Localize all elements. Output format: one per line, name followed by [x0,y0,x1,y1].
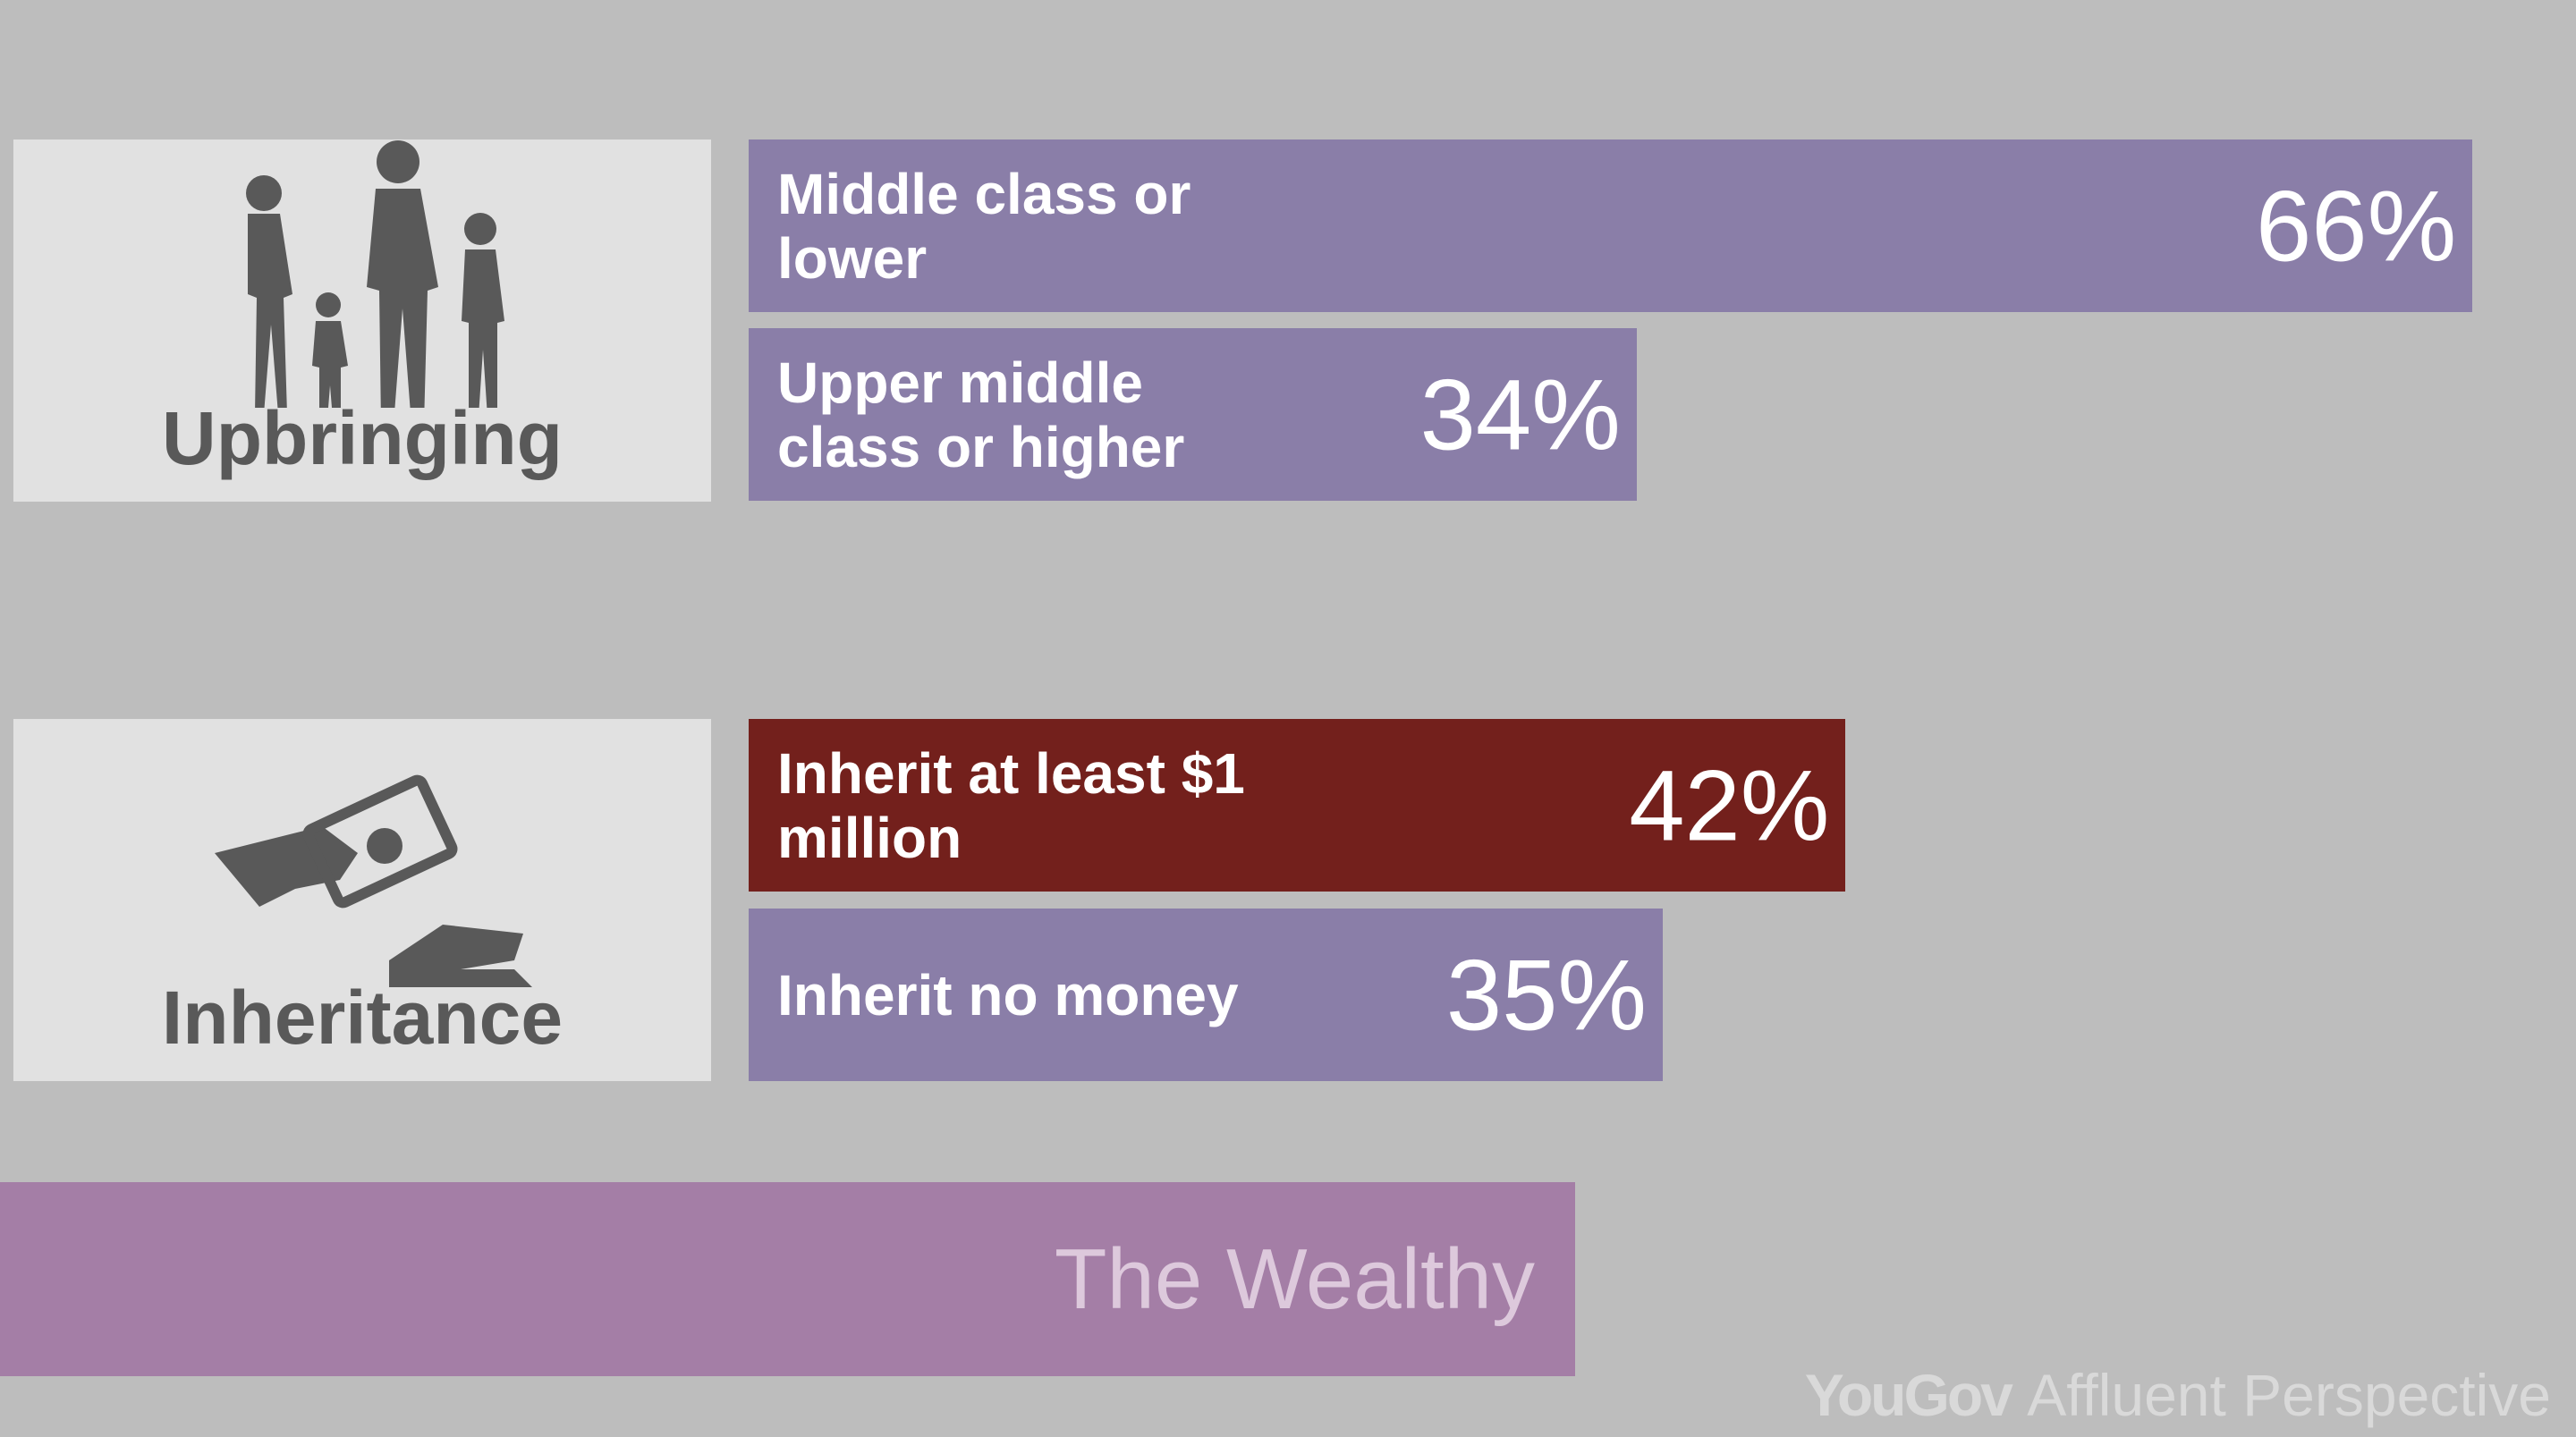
bar-label: Middle class or lower [777,161,1191,291]
bar-label: Inherit at least $1 million [777,740,1245,870]
bar-value: 34% [1419,359,1621,470]
bar-label: Upper middle class or higher [777,350,1185,479]
bar-value: 35% [1445,939,1647,1051]
bar: Upper middle class or higher 34% [749,328,1637,501]
panel-title: Upbringing [162,396,563,480]
bar: Middle class or lower 66% [749,139,2473,312]
icon [246,140,504,408]
panel: Inheritance [13,719,711,1081]
panel: Upbringing [13,139,711,502]
panel-title: Inheritance [161,976,564,1060]
bar-value: 66% [2256,170,2457,282]
bar: Inherit at least $1 million 42% [749,719,1846,892]
tagline: Affluent Perspective [2027,1362,2551,1428]
icon [215,774,532,987]
bar: Inherit no money 35% [749,909,1663,1081]
bar-label: Inherit no money [777,962,1239,1027]
bar-value: 42% [1629,749,1830,861]
banner: The Wealthy [0,1182,1575,1376]
banner-text: The Wealthy [1054,1230,1535,1327]
brand: YouGov [1804,1362,2013,1428]
footer: YouGov Affluent Perspective [1805,1361,2551,1429]
